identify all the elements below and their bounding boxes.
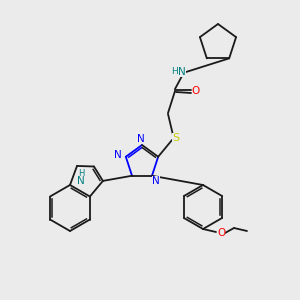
Text: O: O <box>217 228 225 238</box>
Text: H: H <box>172 68 178 76</box>
Text: S: S <box>172 133 180 143</box>
Text: O: O <box>192 86 200 96</box>
Text: N: N <box>152 176 160 186</box>
Text: N: N <box>77 176 85 186</box>
Text: H: H <box>78 169 84 178</box>
Text: N: N <box>114 150 122 160</box>
Text: N: N <box>178 67 186 77</box>
Text: N: N <box>137 134 145 144</box>
